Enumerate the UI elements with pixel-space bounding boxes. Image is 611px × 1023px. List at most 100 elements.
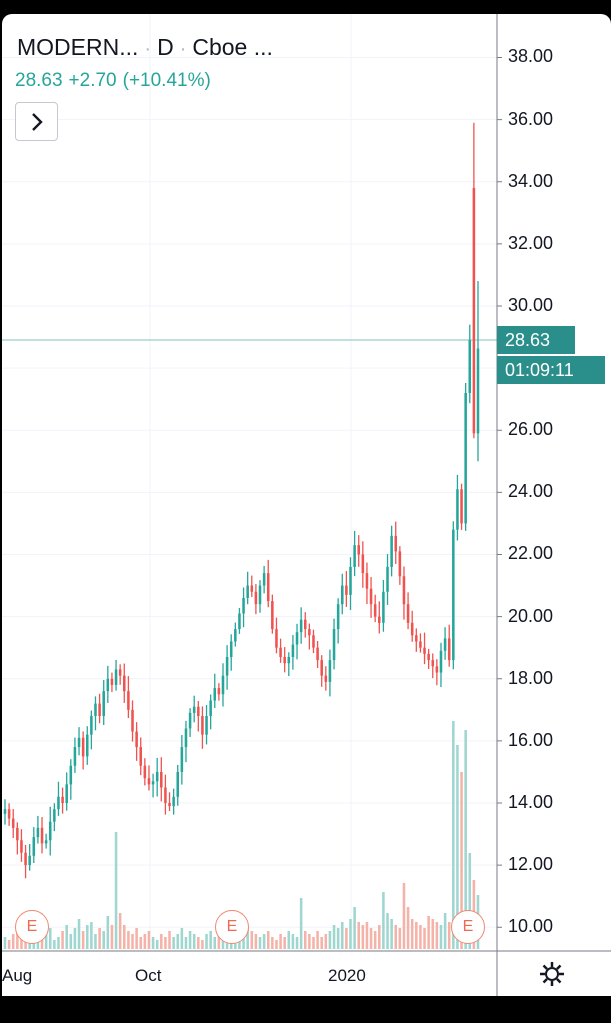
earnings-event-badge[interactable]: E — [215, 910, 249, 944]
price-axis-label: 26.00 — [508, 419, 554, 440]
volume-bar — [32, 940, 36, 949]
candle-body — [460, 489, 463, 524]
volume-bar — [456, 745, 459, 949]
symbol-name[interactable]: MODERN... — [17, 34, 139, 60]
volume-bar — [320, 937, 323, 949]
candle-body — [303, 619, 307, 630]
volume-bar — [361, 925, 365, 949]
volume-bar — [40, 937, 44, 949]
volume-bar — [131, 934, 134, 949]
gear-icon[interactable] — [538, 960, 566, 988]
volume-bar — [262, 934, 266, 949]
candle-body — [127, 691, 130, 710]
candle-body — [176, 771, 180, 797]
volume-bar — [73, 928, 77, 949]
volume-bar — [246, 928, 249, 949]
interval-label[interactable]: D — [157, 34, 174, 60]
candle-body — [423, 647, 426, 654]
candle-body — [168, 803, 171, 807]
last-price: 28.63 — [15, 70, 63, 91]
volume-bar — [217, 934, 221, 949]
candle-body — [135, 731, 138, 748]
candle-body — [283, 657, 286, 664]
candle-body — [197, 706, 200, 717]
volume-bar — [160, 934, 163, 949]
volume-bar — [427, 916, 430, 949]
volume-bar — [439, 925, 443, 949]
chart-grid — [2, 14, 502, 949]
volume-bar — [44, 934, 48, 949]
expand-legend-button[interactable] — [15, 102, 58, 141]
volume-bar — [197, 937, 200, 949]
candle-body — [32, 837, 36, 856]
volume-bar — [11, 934, 15, 949]
candle-body — [435, 666, 439, 673]
volume-bar — [378, 925, 381, 949]
price-change: +2.70 — [68, 70, 117, 91]
volume-bar — [127, 931, 130, 949]
candle-body — [7, 809, 11, 819]
volume-bar — [135, 928, 138, 949]
candle-body — [94, 703, 97, 717]
volume-bar — [151, 937, 155, 949]
candle-body — [90, 716, 93, 735]
volume-bar — [20, 937, 23, 949]
candle-body — [20, 840, 23, 853]
candle-body — [40, 827, 44, 844]
price-axis-label: 22.00 — [508, 543, 554, 564]
chart-legend-header[interactable]: MODERN... · D · Cboe ... — [17, 34, 273, 60]
bottom-status-bar — [0, 996, 611, 1023]
candle-body — [308, 629, 311, 636]
candle-body — [443, 638, 447, 651]
candle-body — [57, 796, 60, 810]
chevron-right-icon — [31, 112, 43, 131]
volume-bar — [357, 922, 360, 949]
volume-bar — [464, 730, 467, 949]
candle-body — [349, 566, 352, 595]
candle-body — [353, 545, 356, 567]
chart-panel: MODERN... · D · Cboe ... 28.63 +2.70 (+10.41%)… — [2, 14, 611, 996]
volume-bar — [143, 934, 147, 949]
volume-bar — [98, 928, 101, 949]
volume-bar — [460, 772, 463, 949]
price-axis-label: 32.00 — [508, 232, 554, 253]
volume-bar — [7, 940, 11, 949]
earnings-event-badge[interactable]: E — [15, 910, 49, 944]
volume-bar — [81, 931, 85, 949]
candle-body — [205, 716, 208, 735]
volume-bar — [254, 934, 258, 949]
volume-bar — [201, 940, 204, 949]
volume-bar — [110, 925, 114, 949]
candle-body — [345, 585, 348, 595]
price-axis-label: 36.00 — [508, 108, 554, 129]
candle-body — [419, 641, 422, 648]
candle-body — [225, 657, 229, 676]
volume-bar — [176, 934, 180, 949]
price-chart[interactable] — [2, 14, 611, 996]
volume-bar — [172, 937, 175, 949]
volume-bar — [53, 940, 56, 949]
candle-body — [476, 348, 480, 434]
candle-body — [16, 827, 19, 841]
volume-bar — [415, 922, 418, 949]
volume-bar — [382, 892, 385, 949]
volume-bar — [48, 928, 52, 949]
volume-bar — [3, 937, 7, 949]
candle-body — [427, 653, 430, 661]
volume-bar — [90, 922, 93, 949]
volume-bar — [340, 922, 344, 949]
earnings-event-badge[interactable]: E — [451, 910, 485, 944]
price-axis-label: 16.00 — [508, 729, 554, 750]
candle-body — [402, 576, 406, 605]
candle-body — [266, 573, 270, 602]
volume-bar — [139, 937, 143, 949]
candle-body — [398, 551, 402, 577]
candle-body — [143, 765, 147, 779]
volume-bar — [299, 898, 303, 949]
volume-bar — [283, 937, 286, 949]
volume-bar — [324, 934, 328, 949]
candle-body — [180, 747, 184, 772]
volume-bar — [406, 907, 410, 949]
candle-body — [69, 765, 73, 785]
